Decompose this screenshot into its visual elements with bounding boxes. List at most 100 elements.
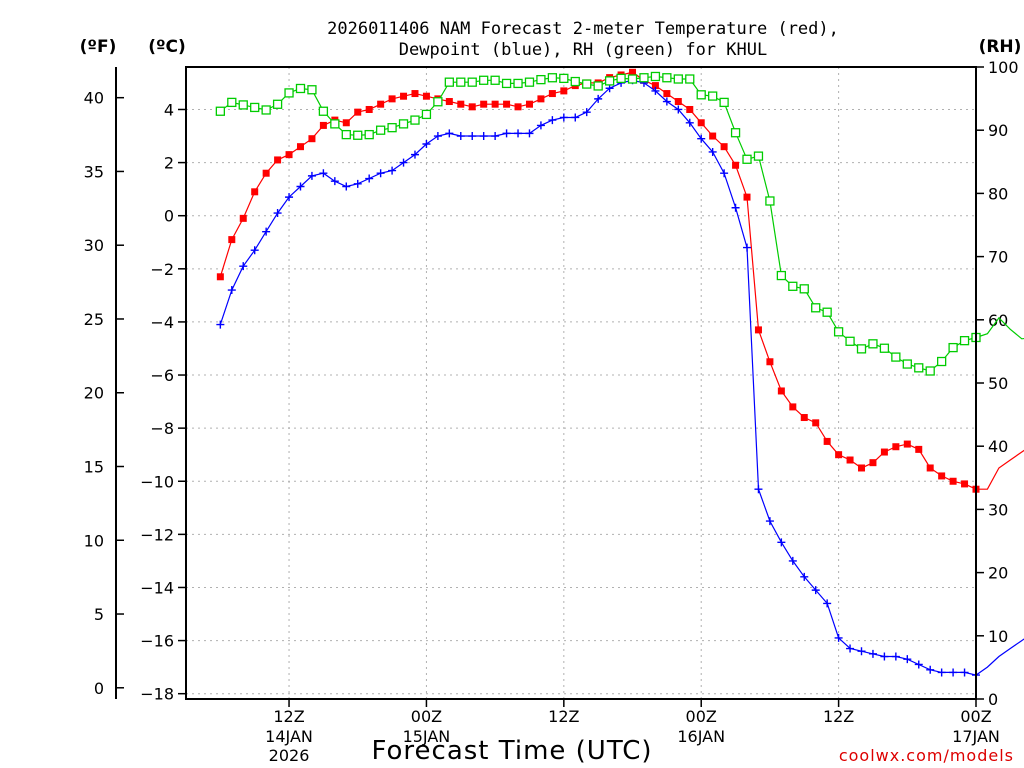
celsius-tick-label: −12 (140, 525, 174, 544)
temperature-point (274, 156, 282, 164)
time-tick-label: 12Z (548, 707, 579, 726)
dewpoint-point (949, 668, 958, 677)
temperature-point (422, 92, 430, 100)
watermark: coolwx.com/models (839, 746, 1014, 765)
rh-point (959, 336, 970, 346)
dewpoint-point (285, 193, 294, 202)
rh-point (559, 73, 569, 84)
rh-point (330, 119, 340, 129)
temperature-point (514, 103, 522, 111)
dewpoint-point (708, 147, 717, 156)
temperature-point (961, 480, 969, 488)
rh-point (730, 128, 741, 138)
rh-point (639, 73, 649, 83)
temperature-point (228, 236, 236, 244)
temperature-point (239, 214, 247, 222)
rh-point (914, 363, 924, 373)
temperature-point (754, 326, 762, 334)
rh-point (662, 73, 672, 83)
dewpoint-point (307, 171, 316, 180)
fahrenheit-axis: 40 35 30 25 20 15 10 5 0 (84, 67, 124, 699)
rh-unit-label: (RH) (979, 37, 1022, 57)
celsius-tick-label: −18 (140, 685, 174, 704)
rh-point (456, 77, 466, 87)
temperature-point (537, 95, 545, 103)
temperature-point (709, 132, 717, 140)
temperature-point (686, 105, 694, 113)
series-line (219, 79, 1024, 676)
rh-point (902, 359, 912, 369)
dewpoint-point (571, 113, 580, 122)
rh-tick-label: 70 (988, 248, 1008, 267)
temperature-point (915, 445, 923, 453)
temperature-point (777, 387, 785, 395)
temperature-point (938, 472, 946, 480)
dewpoint-point (559, 113, 568, 122)
grid-lines (186, 67, 977, 699)
fahrenheit-tick-label: 35 (84, 162, 104, 181)
rh-point (742, 154, 752, 164)
rh-point (307, 85, 317, 95)
fahrenheit-tick-label: 10 (84, 531, 104, 550)
temperature-point (445, 98, 453, 106)
celsius-axis: 4 2 0 −2 −4 −6 −8 −10 −12 −14 −16 −18 (140, 100, 186, 704)
rh-point (696, 90, 706, 100)
rh-tick-label: 90 (988, 121, 1008, 140)
dewpoint-point (456, 132, 465, 141)
dewpoint-point (491, 132, 500, 141)
rh-point (879, 343, 890, 353)
dewpoint-point (685, 118, 694, 127)
dewpoint-point (525, 129, 534, 138)
rh-point (318, 106, 329, 116)
rh-point (868, 339, 878, 349)
time-tick-date: 15JAN (403, 727, 451, 746)
temperature-point (365, 105, 373, 113)
fahrenheit-tick-label: 30 (84, 236, 104, 255)
dewpoint-point (330, 177, 339, 186)
rh-point (261, 105, 271, 115)
dewpoint-point (857, 647, 866, 656)
dewpoint-point (834, 633, 843, 642)
celsius-tick-label: −8 (150, 419, 174, 438)
temperature-point (308, 135, 316, 143)
rh-point (227, 97, 237, 108)
dewpoint-point (227, 286, 236, 295)
time-tick-date: 16JAN (677, 727, 725, 746)
rh-point (650, 71, 661, 82)
rh-point (467, 77, 477, 87)
celsius-tick-label: −14 (140, 578, 174, 597)
celsius-unit-label: (ºC) (148, 37, 186, 57)
rh-point (582, 79, 592, 89)
rh-tick-label: 10 (988, 627, 1008, 646)
dewpoint-point (433, 132, 442, 141)
temperature-point (354, 108, 362, 116)
time-tick-date: 17JAN (952, 727, 1000, 746)
rh-tick-label: 60 (988, 311, 1008, 330)
temperature-point (285, 151, 293, 159)
temperature-point (880, 448, 888, 456)
rh-point (250, 102, 260, 113)
dewpoint-point (319, 169, 328, 178)
temperature-point (697, 119, 705, 127)
temperature-point (262, 169, 270, 177)
dewpoint-point (594, 94, 603, 103)
rh-point (398, 119, 409, 129)
temperature-point (388, 95, 396, 103)
rh-point (627, 74, 638, 84)
time-tick-label: 00Z (411, 707, 442, 726)
dewpoint-point (479, 132, 488, 141)
temperature-point (869, 459, 877, 467)
dewpoint-point (891, 652, 900, 661)
rh-tick-label: 100 (988, 58, 1019, 77)
dewpoint-point (365, 174, 374, 183)
temperature-point (629, 68, 637, 76)
dewpoint-point (605, 84, 614, 93)
temperature-point (835, 451, 843, 459)
rh-point (925, 366, 935, 376)
dewpoint-point (262, 227, 271, 236)
dewpoint-point (846, 644, 855, 653)
rh-point (387, 123, 397, 133)
rh-tick-label: 0 (988, 690, 998, 709)
